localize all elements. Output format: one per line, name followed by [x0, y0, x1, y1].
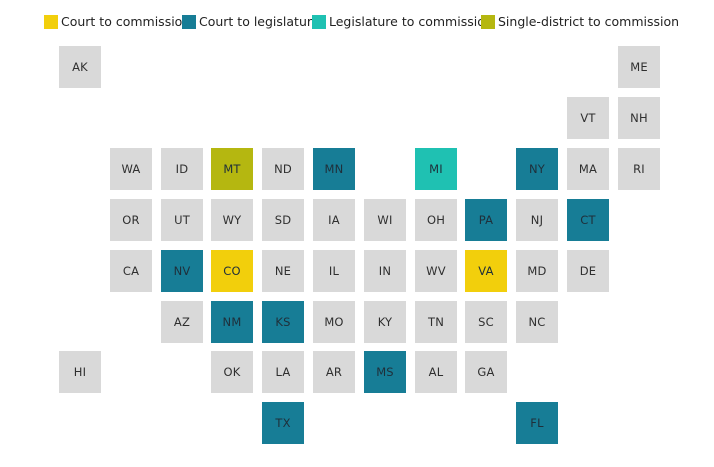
legend-item-single-district-to-commission: Single-district to commission [481, 14, 679, 30]
state-tile-nd: ND [262, 148, 304, 190]
state-tile-sc: SC [465, 301, 507, 343]
state-tile-wv: WV [415, 250, 457, 292]
state-tile-ma: MA [567, 148, 609, 190]
state-tile-nj: NJ [516, 199, 558, 241]
legend-item-legislature-to-commission: Legislature to commission [312, 14, 493, 30]
legend-swatch-court-to-commission [44, 15, 58, 29]
state-tile-ia: IA [313, 199, 355, 241]
state-tile-md: MD [516, 250, 558, 292]
legend-item-court-to-legislature: Court to legislature [182, 14, 319, 30]
state-tile-id: ID [161, 148, 203, 190]
state-tile-va: VA [465, 250, 507, 292]
state-tile-ok: OK [211, 351, 253, 393]
state-tile-ky: KY [364, 301, 406, 343]
state-tile-nv: NV [161, 250, 203, 292]
state-tile-tx: TX [262, 402, 304, 444]
state-tile-vt: VT [567, 97, 609, 139]
state-tile-tn: TN [415, 301, 457, 343]
state-tile-il: IL [313, 250, 355, 292]
state-tile-ri: RI [618, 148, 660, 190]
legend-swatch-single-district-to-commission [481, 15, 495, 29]
state-tile-or: OR [110, 199, 152, 241]
state-tile-wa: WA [110, 148, 152, 190]
state-tile-mt: MT [211, 148, 253, 190]
state-tile-oh: OH [415, 199, 457, 241]
state-tile-ct: CT [567, 199, 609, 241]
legend-label-single-district-to-commission: Single-district to commission [498, 14, 680, 29]
legend-swatch-court-to-legislature [182, 15, 196, 29]
state-tile-in: IN [364, 250, 406, 292]
state-tile-ga: GA [465, 351, 507, 393]
state-tile-fl: FL [516, 402, 558, 444]
state-tile-sd: SD [262, 199, 304, 241]
state-tile-co: CO [211, 250, 253, 292]
state-tile-pa: PA [465, 199, 507, 241]
state-tile-ut: UT [161, 199, 203, 241]
state-tile-la: LA [262, 351, 304, 393]
state-tile-nc: NC [516, 301, 558, 343]
state-tile-ak: AK [59, 46, 101, 88]
legend-label-legislature-to-commission: Legislature to commission [329, 14, 493, 29]
state-tile-mo: MO [313, 301, 355, 343]
state-tile-ny: NY [516, 148, 558, 190]
state-tile-mi: MI [415, 148, 457, 190]
legend-label-court-to-legislature: Court to legislature [199, 14, 320, 29]
state-tile-ar: AR [313, 351, 355, 393]
state-tile-ca: CA [110, 250, 152, 292]
state-tile-me: ME [618, 46, 660, 88]
state-tile-mn: MN [313, 148, 355, 190]
state-tile-wi: WI [364, 199, 406, 241]
map-legend: Court to commission Court to legislature… [0, 0, 714, 44]
legend-label-court-to-commission: Court to commission [61, 14, 191, 29]
state-tile-nm: NM [211, 301, 253, 343]
legend-item-court-to-commission: Court to commission [44, 14, 190, 30]
state-tile-wy: WY [211, 199, 253, 241]
state-tile-ks: KS [262, 301, 304, 343]
state-tile-de: DE [567, 250, 609, 292]
state-tile-al: AL [415, 351, 457, 393]
state-tile-ne: NE [262, 250, 304, 292]
state-tile-ms: MS [364, 351, 406, 393]
state-tile-az: AZ [161, 301, 203, 343]
state-tile-hi: HI [59, 351, 101, 393]
legend-swatch-legislature-to-commission [312, 15, 326, 29]
state-tile-nh: NH [618, 97, 660, 139]
